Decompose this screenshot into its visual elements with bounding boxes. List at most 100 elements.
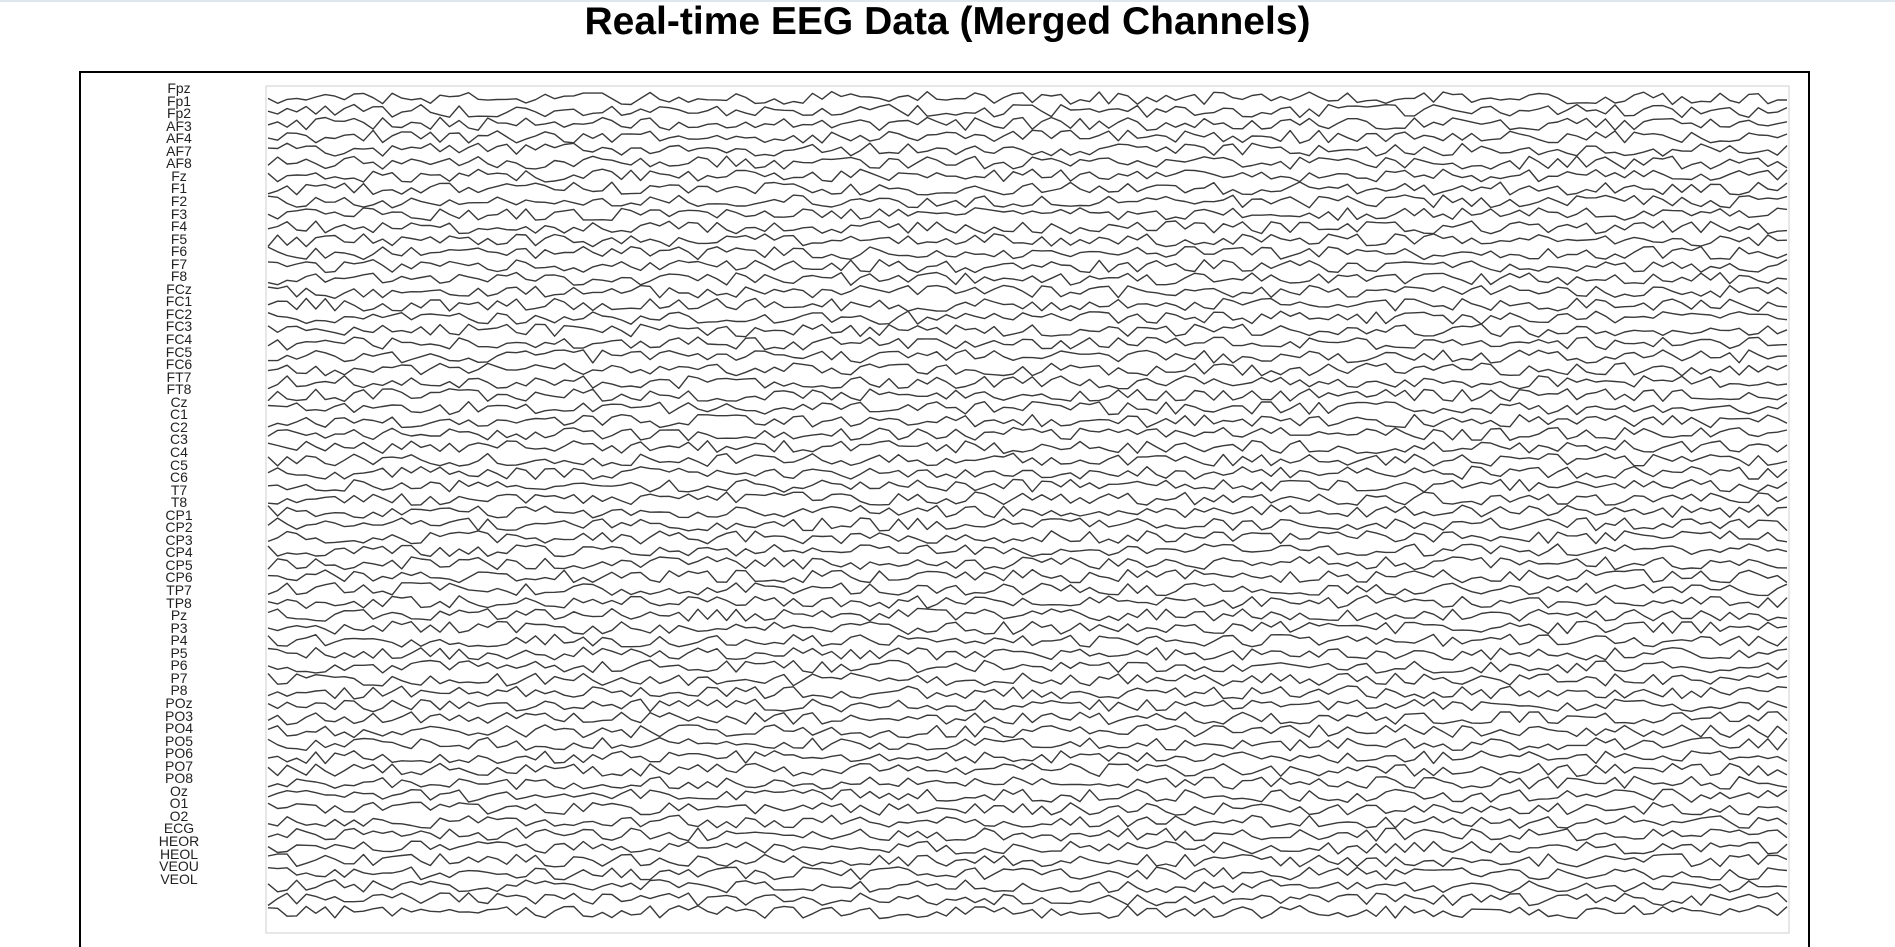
channel-label: F2 bbox=[170, 192, 188, 209]
channel-label: FT8 bbox=[166, 381, 192, 398]
channel-label: PO6 bbox=[164, 745, 193, 762]
eeg-trace-p4 bbox=[267, 659, 1788, 674]
eeg-trace-po6 bbox=[267, 775, 1788, 790]
eeg-trace-p7 bbox=[267, 698, 1788, 713]
eeg-trace-f8 bbox=[267, 284, 1788, 300]
channel-label: Pz bbox=[170, 607, 188, 624]
channel-label: FC3 bbox=[165, 318, 193, 335]
eeg-trace-fc3 bbox=[267, 336, 1788, 351]
eeg-trace-p8 bbox=[267, 711, 1788, 726]
channel-label: F4 bbox=[170, 218, 188, 235]
eeg-trace-fcz bbox=[267, 297, 1788, 312]
eeg-trace-t8 bbox=[267, 517, 1788, 532]
channel-label: P4 bbox=[170, 632, 188, 649]
eeg-trace-p6 bbox=[267, 685, 1788, 700]
eeg-trace-cp3 bbox=[267, 556, 1788, 571]
eeg-trace-fc2 bbox=[267, 323, 1788, 338]
eeg-trace-o1 bbox=[267, 827, 1788, 842]
channel-label: FC2 bbox=[165, 305, 193, 322]
eeg-trace-p3 bbox=[267, 646, 1788, 661]
eeg-trace-cp2 bbox=[267, 543, 1788, 558]
eeg-trace-c1 bbox=[267, 426, 1788, 442]
plot-area-border bbox=[265, 85, 1790, 934]
channel-label: VEOL bbox=[160, 870, 198, 887]
eeg-trace-cp5 bbox=[267, 582, 1788, 597]
channel-label: C4 bbox=[170, 443, 188, 460]
channel-label: FCz bbox=[166, 280, 192, 297]
channel-label: F6 bbox=[170, 243, 188, 260]
channel-label: AF4 bbox=[166, 130, 192, 147]
eeg-trace-po8 bbox=[267, 801, 1788, 816]
channel-label: CP5 bbox=[165, 556, 193, 573]
eeg-trace-pz bbox=[267, 633, 1788, 648]
channel-label: F1 bbox=[170, 180, 188, 197]
eeg-trace-af4 bbox=[267, 142, 1788, 157]
channel-label: P3 bbox=[170, 619, 188, 636]
channel-label: ECG bbox=[163, 820, 195, 837]
eeg-trace-cp1 bbox=[267, 530, 1788, 545]
channel-label: C5 bbox=[170, 456, 188, 473]
channel-label: F3 bbox=[170, 205, 188, 222]
channel-label: PO7 bbox=[164, 757, 193, 774]
eeg-trace-f3 bbox=[267, 220, 1788, 235]
eeg-trace-cz bbox=[267, 413, 1788, 429]
eeg-trace-c4 bbox=[267, 465, 1788, 480]
channel-label: P8 bbox=[170, 682, 188, 699]
eeg-trace-f7 bbox=[267, 271, 1788, 286]
channel-label: TP7 bbox=[166, 582, 192, 598]
eeg-trace-af7 bbox=[267, 155, 1788, 170]
eeg-trace-fp1 bbox=[267, 103, 1788, 119]
channel-label: P7 bbox=[170, 669, 188, 686]
channel-label: AF7 bbox=[166, 142, 192, 159]
channel-label: P5 bbox=[170, 644, 188, 661]
channel-label: T8 bbox=[170, 494, 188, 511]
channel-label: CP3 bbox=[165, 531, 193, 548]
channel-label: O1 bbox=[169, 795, 189, 812]
eeg-trace-af8 bbox=[267, 168, 1788, 183]
channel-label: HEOL bbox=[159, 845, 199, 862]
eeg-trace-c3 bbox=[267, 452, 1788, 467]
channel-label: FC6 bbox=[165, 356, 193, 373]
channel-label: PO3 bbox=[164, 707, 193, 724]
eeg-trace-f5 bbox=[267, 245, 1788, 261]
channel-label: Fpz bbox=[167, 80, 191, 96]
eeg-plot bbox=[265, 85, 1790, 934]
eeg-trace-f2 bbox=[267, 207, 1788, 222]
eeg-trace-o2 bbox=[267, 840, 1788, 855]
eeg-trace-fc6 bbox=[267, 375, 1788, 390]
eeg-trace-t7 bbox=[267, 504, 1788, 519]
channel-label: POz bbox=[165, 694, 193, 711]
channel-label: F5 bbox=[170, 230, 188, 247]
eeg-trace-c2 bbox=[267, 439, 1788, 455]
eeg-trace-po4 bbox=[267, 750, 1788, 765]
channel-label: FT7 bbox=[166, 368, 192, 385]
channel-label: C3 bbox=[170, 431, 188, 448]
eeg-trace-f6 bbox=[267, 258, 1788, 274]
channel-label: FC5 bbox=[165, 343, 193, 360]
eeg-trace-fc1 bbox=[267, 310, 1788, 325]
eeg-trace-po3 bbox=[267, 736, 1788, 752]
eeg-trace-heor bbox=[267, 866, 1788, 881]
channel-label: Cz bbox=[170, 393, 188, 410]
eeg-trace-poz bbox=[267, 724, 1788, 739]
channel-label: CP6 bbox=[165, 569, 193, 586]
channel-label: CP2 bbox=[165, 519, 193, 536]
channel-label: AF3 bbox=[166, 117, 192, 134]
eeg-trace-fpz bbox=[267, 90, 1787, 106]
channel-label: Fz bbox=[171, 167, 187, 184]
channel-label: P6 bbox=[170, 657, 188, 674]
eeg-trace-p5 bbox=[267, 672, 1788, 687]
channel-label: PO4 bbox=[164, 720, 193, 737]
eeg-trace-fc4 bbox=[268, 349, 1788, 364]
channel-label: F7 bbox=[170, 255, 188, 272]
eeg-trace-veou bbox=[267, 892, 1788, 907]
channel-label: AF8 bbox=[166, 155, 192, 172]
channel-label: HEOR bbox=[158, 833, 200, 849]
eeg-trace-c6 bbox=[267, 491, 1788, 506]
eeg-trace-po7 bbox=[267, 788, 1788, 803]
eeg-trace-ft8 bbox=[267, 401, 1788, 416]
eeg-trace-f4 bbox=[267, 233, 1788, 248]
chart-frame: Fpz Fp1 Fp2 AF3 AF4 AF7 AF8 Fz F1 F2 F3 F4 F5 F6 F7 F8 F… bbox=[79, 71, 1810, 947]
eeg-trace-oz bbox=[267, 814, 1788, 829]
eeg-trace-af3 bbox=[267, 129, 1788, 144]
